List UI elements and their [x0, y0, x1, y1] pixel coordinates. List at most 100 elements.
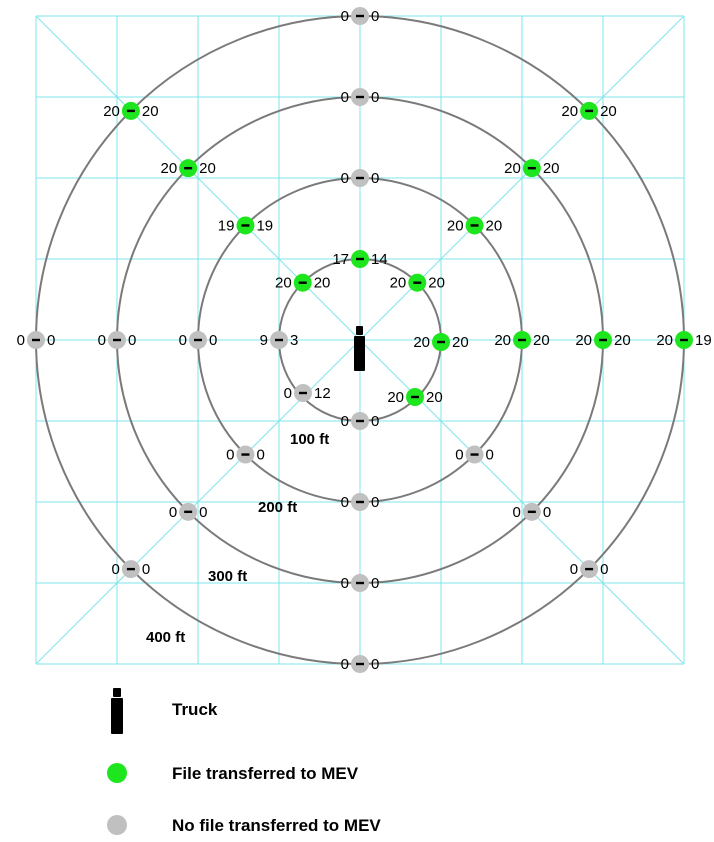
point-right-value: 20	[486, 217, 503, 234]
legend-truck-icon	[111, 688, 123, 734]
point-left-value: 0	[179, 332, 187, 349]
dash-icon	[527, 510, 536, 514]
point-right-value: 0	[371, 89, 379, 106]
point-right-value: 20	[452, 334, 469, 351]
dash-icon	[413, 281, 422, 284]
dash-icon	[585, 567, 594, 571]
measurement-point: 20 20	[413, 333, 469, 351]
point-right-value: 0	[128, 332, 136, 349]
dash-icon	[126, 109, 135, 113]
dash-icon	[356, 662, 364, 666]
point-right-value: 20	[314, 275, 331, 292]
measurement-point: 20 20	[575, 331, 631, 349]
legend-item-transferred: File transferred to MEV	[0, 760, 714, 790]
measurement-point: 20 20	[275, 273, 331, 292]
point-right-value: 19	[256, 217, 273, 234]
dash-icon	[184, 510, 193, 514]
point-right-value: 0	[600, 561, 608, 578]
point-right-value: 20	[543, 160, 560, 177]
dash-icon	[356, 581, 364, 585]
measurement-point: 0 12	[284, 384, 331, 402]
point-left-value: 0	[341, 413, 349, 430]
point-left-value: 19	[218, 217, 235, 234]
point-right-value: 14	[371, 251, 388, 268]
point-left-value: 0	[226, 447, 234, 464]
dash-icon	[241, 453, 250, 456]
point-left-value: 20	[103, 103, 120, 120]
dash-icon	[356, 176, 364, 180]
point-right-value: 0	[371, 170, 379, 187]
legend-label-transferred: File transferred to MEV	[172, 764, 359, 783]
point-right-value: 20	[614, 332, 631, 349]
measurement-point: 19 19	[218, 216, 273, 235]
ring-label-200ft: 200 ft	[258, 499, 297, 516]
point-left-value: 0	[341, 89, 349, 106]
dash-icon	[356, 14, 364, 18]
point-left-value: 0	[169, 504, 177, 521]
measurement-point: 20 20	[103, 101, 159, 120]
measurement-point: 20 20	[390, 273, 445, 292]
point-left-value: 0	[570, 561, 578, 578]
point-left-value: 0	[455, 447, 463, 464]
point-left-value: 0	[341, 656, 349, 673]
dash-icon	[356, 500, 364, 504]
point-right-value: 20	[600, 103, 617, 120]
dash-icon	[599, 338, 607, 342]
point-left-value: 20	[390, 275, 407, 292]
legend-gray-dot-icon	[107, 815, 127, 835]
dash-icon	[680, 338, 688, 342]
point-right-value: 0	[371, 8, 379, 25]
point-right-value: 20	[426, 389, 443, 406]
point-left-value: 20	[447, 217, 464, 234]
dash-icon	[356, 257, 364, 261]
point-right-value: 3	[290, 332, 298, 349]
point-left-value: 0	[341, 575, 349, 592]
point-right-value: 0	[371, 494, 379, 511]
point-left-value: 20	[575, 332, 592, 349]
dash-icon	[32, 338, 40, 342]
ring-label-400ft: 400 ft	[146, 629, 185, 646]
dash-icon	[275, 338, 283, 342]
point-right-value: 0	[199, 504, 207, 521]
ring-label-300ft: 300 ft	[208, 568, 247, 585]
point-left-value: 20	[160, 160, 177, 177]
point-right-value: 0	[371, 413, 379, 430]
dash-icon	[356, 419, 364, 423]
dash-icon	[298, 281, 307, 284]
dash-icon	[299, 391, 307, 395]
measurement-point: 20 20	[561, 101, 617, 120]
dash-icon	[585, 109, 594, 113]
point-left-value: 9	[260, 332, 268, 349]
truck-body	[354, 336, 365, 371]
point-right-value: 0	[142, 561, 150, 578]
legend-label-not-transferred: No file transferred to MEV	[172, 816, 381, 835]
point-left-value: 20	[494, 332, 511, 349]
measurement-point: 20 20	[494, 331, 550, 349]
legend-green-dot-icon	[107, 763, 127, 783]
point-left-value: 20	[413, 334, 430, 351]
measurement-point: 17 14	[332, 250, 388, 268]
point-left-value: 0	[98, 332, 106, 349]
dash-icon	[527, 166, 536, 170]
legend-item-truck: Truck	[0, 688, 714, 734]
point-right-value: 0	[371, 656, 379, 673]
dash-icon	[241, 224, 250, 227]
point-left-value: 0	[341, 8, 349, 25]
ring-label-100ft: 100 ft	[290, 431, 329, 448]
point-right-value: 20	[533, 332, 550, 349]
point-right-value: 0	[47, 332, 55, 349]
legend-item-not-transferred: No file transferred to MEV	[0, 812, 714, 842]
dash-icon	[437, 340, 445, 344]
truck-icon	[354, 326, 365, 371]
point-left-value: 20	[561, 103, 578, 120]
